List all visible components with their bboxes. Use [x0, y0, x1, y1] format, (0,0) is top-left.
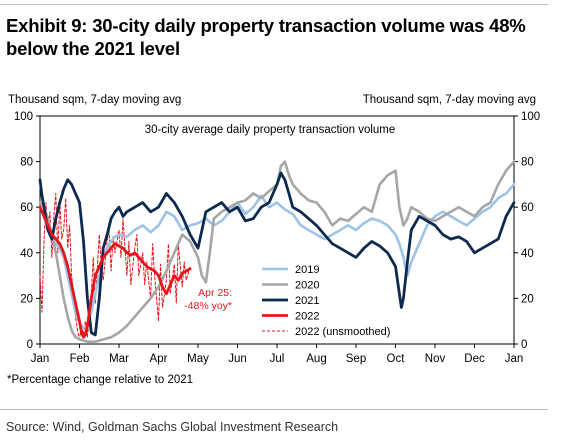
series-line-2019: [38, 183, 516, 330]
y-axis-label-right: Thousand sqm, 7-day moving avg: [363, 94, 536, 106]
y-tick-right-label: 40: [521, 248, 534, 260]
legend-label: 2019: [295, 264, 319, 276]
y-tick-left-label: 60: [20, 202, 33, 214]
y-tick-left-label: 80: [20, 157, 33, 169]
x-tick-label: Aug: [306, 353, 326, 365]
bottom-rule: [0, 409, 548, 410]
source-note: Source: Wind, Goldman Sachs Global Inves…: [6, 420, 339, 434]
legend: 2019 2020 2021 2022 2022 (unsmoothed): [262, 264, 390, 338]
x-tick-label: Dec: [464, 353, 485, 365]
x-tick-label: Jan: [505, 353, 524, 365]
y-tick-right-label: 20: [521, 293, 534, 305]
x-tick-label: May: [187, 353, 209, 365]
legend-label: 2021: [295, 295, 319, 307]
y-tick-left-label: 0: [27, 339, 33, 351]
y-tick-right-label: 60: [521, 202, 534, 214]
x-axis: Jan Feb Mar Apr May Jun Jul Aug Sep Oct Nov Dec Jan: [31, 344, 524, 365]
x-tick-label: Jul: [270, 353, 285, 365]
series-line-2020: [38, 160, 516, 344]
annotation-line-2: -48% yoy*: [184, 300, 232, 312]
plot-frame: [39, 115, 515, 345]
y-tick-right-label: 100: [521, 111, 540, 123]
y-tick-left-label: 20: [20, 293, 33, 305]
series-line-2022: [38, 205, 192, 339]
y-tick-right-label: 80: [521, 157, 534, 169]
x-tick-label: Apr: [150, 353, 168, 365]
legend-label: 2020: [295, 280, 319, 292]
page-title: Exhibit 9: 30-city daily property transa…: [6, 15, 526, 59]
x-tick-label: Jun: [228, 353, 247, 365]
series-lines: [38, 160, 516, 344]
x-tick-label: Oct: [387, 353, 406, 365]
footnote: *Percentage change relative to 2021: [7, 374, 194, 386]
x-tick-label: Mar: [109, 353, 129, 365]
y-axis-label-left: Thousand sqm, 7-day moving avg: [8, 94, 181, 106]
y-tick-left-label: 40: [20, 248, 33, 260]
y-tick-left-label: 100: [14, 111, 33, 123]
legend-label: 2022 (unsmoothed): [295, 326, 390, 338]
x-tick-label: Nov: [425, 353, 446, 365]
top-rule: [0, 4, 548, 5]
y-tick-right-label: 0: [521, 339, 527, 351]
y-axis-left: 0 20 40 60 80 100: [14, 111, 40, 351]
x-tick-label: Jan: [31, 353, 50, 365]
y-axis-right: 0 20 40 60 80 100: [514, 111, 540, 351]
annotation-line-1: Apr 25:: [198, 287, 232, 299]
x-tick-label: Sep: [346, 353, 366, 365]
series-line-2021: [38, 171, 516, 337]
x-tick-label: Feb: [70, 353, 90, 365]
legend-label: 2022: [295, 311, 319, 323]
chart-title: 30-city average daily property transacti…: [145, 124, 396, 136]
annotation: Apr 25: -48% yoy*: [184, 287, 232, 312]
